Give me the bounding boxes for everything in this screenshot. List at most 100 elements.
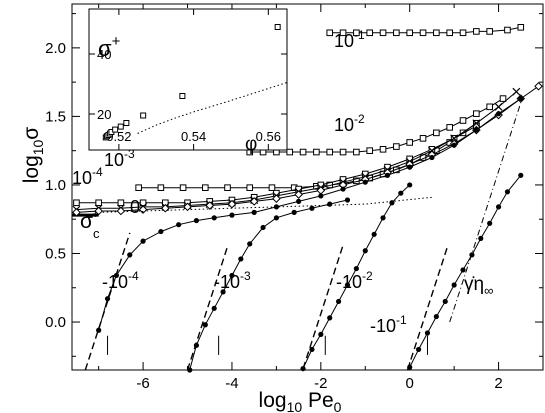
square-marker xyxy=(73,199,80,207)
dot-marker xyxy=(469,252,475,258)
main-plot-frame xyxy=(71,3,544,371)
square-marker xyxy=(446,124,453,131)
dot-marker xyxy=(176,222,182,228)
dot-marker xyxy=(380,215,386,221)
x-tick-label: 0 xyxy=(406,375,414,392)
square-marker xyxy=(157,184,165,191)
inset-points xyxy=(102,24,281,141)
dot-marker xyxy=(260,224,266,231)
square-marker xyxy=(202,184,209,191)
dot-marker xyxy=(96,327,102,333)
reference-line xyxy=(98,196,432,213)
dot-marker xyxy=(187,367,193,373)
square-marker xyxy=(433,29,440,37)
dot-marker xyxy=(193,342,200,348)
dot-marker xyxy=(247,241,253,247)
y-tick-label: 1.0 xyxy=(45,177,66,194)
square-marker xyxy=(246,184,254,191)
y-tick-label: 1.5 xyxy=(45,108,66,125)
y-tick-label: 0.0 xyxy=(45,314,66,331)
annotation-10-4: 10-4 xyxy=(72,165,103,188)
dot-marker xyxy=(318,331,324,337)
square-marker xyxy=(486,28,493,35)
dot-marker xyxy=(518,95,524,102)
dot-marker xyxy=(344,282,351,288)
diamond-marker xyxy=(227,199,237,209)
dot-marker xyxy=(340,186,346,192)
dot-marker xyxy=(296,198,302,204)
square-marker xyxy=(486,103,493,111)
diamond-marker xyxy=(161,203,170,213)
dot-marker xyxy=(211,215,217,221)
square-marker xyxy=(339,148,347,156)
reference-line xyxy=(84,232,131,371)
dot-marker xyxy=(460,267,466,273)
annotation-sigma-c-plus: σc+ xyxy=(80,206,100,241)
inset-point xyxy=(274,24,281,30)
inset-point xyxy=(117,123,124,130)
inset-y-label: σ+ xyxy=(98,33,121,61)
dot-marker xyxy=(238,256,244,262)
inset-point xyxy=(112,126,119,133)
dot-marker xyxy=(433,313,439,320)
x-marker xyxy=(512,87,521,96)
dot-marker xyxy=(451,142,457,148)
dot-marker xyxy=(495,204,502,210)
annotation-10-3: 10-3 xyxy=(104,147,135,170)
x-tick-label: 2 xyxy=(494,375,502,392)
dot-marker xyxy=(309,205,315,211)
dot-marker xyxy=(362,179,368,185)
dot-marker xyxy=(251,209,257,215)
main-series xyxy=(72,24,543,373)
y-axis-label: log10σ xyxy=(20,127,46,184)
x-marker xyxy=(494,102,503,111)
annotation-minus-10-1: -10-1 xyxy=(370,313,407,336)
dot-marker xyxy=(429,154,435,161)
dot-marker xyxy=(407,182,413,188)
square-marker xyxy=(117,199,125,207)
dot-marker xyxy=(424,330,431,336)
diamond-marker xyxy=(72,208,81,217)
dot-marker xyxy=(518,172,524,178)
annotation-minus-10-2: -10-2 xyxy=(336,269,373,292)
x-axis-label: log10 Pe0 xyxy=(259,389,342,413)
square-marker xyxy=(339,29,347,37)
dot-marker xyxy=(193,217,200,224)
dot-marker xyxy=(211,305,217,311)
dot-marker xyxy=(113,272,120,279)
inset-point xyxy=(140,112,147,119)
square-marker xyxy=(459,29,467,37)
dot-marker xyxy=(451,282,457,288)
square-marker xyxy=(446,29,453,37)
diamond-marker xyxy=(94,206,103,216)
dot-marker xyxy=(220,289,226,295)
annotation-10-2: 10-2 xyxy=(334,112,365,135)
dot-marker xyxy=(291,209,297,215)
square-marker xyxy=(179,184,187,191)
annotation-10-1: 10-1 xyxy=(334,28,365,51)
square-marker xyxy=(313,148,320,156)
diamond-marker xyxy=(138,205,148,214)
diamond-marker xyxy=(294,190,303,199)
square-marker xyxy=(353,29,360,37)
square-marker xyxy=(379,146,387,153)
dot-marker xyxy=(362,248,368,254)
dot-marker xyxy=(415,346,422,353)
dot-marker xyxy=(202,322,208,328)
dot-marker xyxy=(327,201,333,207)
dot-marker xyxy=(273,204,279,210)
dot-marker xyxy=(473,127,479,133)
square-marker xyxy=(224,184,231,191)
diamond-marker xyxy=(116,206,126,216)
dot-marker xyxy=(229,272,235,279)
dot-marker xyxy=(478,235,484,242)
dot-marker xyxy=(504,189,511,195)
dot-marker xyxy=(442,298,448,305)
x-marker xyxy=(472,119,481,128)
dot-marker xyxy=(300,366,306,372)
dot-marker xyxy=(309,346,315,353)
x-tick-label: -6 xyxy=(136,375,149,392)
diamond-marker xyxy=(272,194,281,203)
